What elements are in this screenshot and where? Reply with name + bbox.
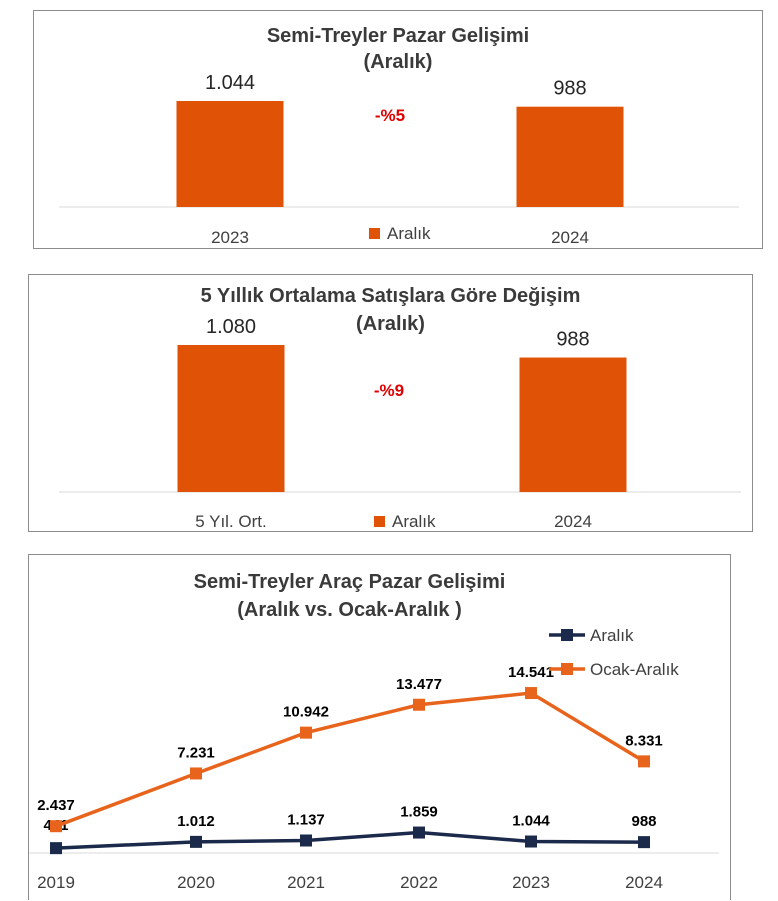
chart-2-plot: 1.080 5 Yıl. Ort. 988 2024 -%9 Aralık bbox=[59, 316, 741, 531]
chart-3-x-tick-2: 2021 bbox=[287, 873, 325, 892]
chart-3-legend-marker-0 bbox=[561, 629, 573, 641]
chart-3-legend-label-1: Ocak-Aralık bbox=[590, 660, 679, 679]
chart-3-data-label-1-3: 13.477 bbox=[396, 676, 442, 693]
chart-3-data-label-0-2: 1.137 bbox=[287, 811, 325, 828]
chart-3-series-line-1 bbox=[55, 691, 645, 828]
chart-3-point-1-4 bbox=[525, 687, 537, 700]
chart-3-x-tick-1: 2020 bbox=[177, 873, 215, 892]
chart-2-legend-swatch bbox=[374, 516, 385, 527]
chart-2-bar-0 bbox=[177, 345, 285, 492]
chart-3-data-label-0-3: 1.859 bbox=[400, 804, 438, 821]
chart-2-change-annotation: -%9 bbox=[374, 381, 404, 400]
chart-1-value-label-0: 1.044 bbox=[205, 72, 255, 94]
chart-2-legend-label: Aralık bbox=[392, 512, 436, 531]
chart-panel-1: Semi-Treyler Pazar Gelişimi (Aralık) 1.0… bbox=[33, 10, 763, 249]
chart-1-value-label-1: 988 bbox=[553, 78, 586, 100]
chart-3-x-tick-5: 2024 bbox=[625, 873, 663, 892]
chart-2-title: 5 Yıllık Ortalama Satışlara Göre Değişim bbox=[200, 285, 581, 307]
chart-3-x-tick-3: 2022 bbox=[400, 873, 438, 892]
chart-3-point-1-1 bbox=[190, 767, 202, 780]
chart-3-plot: 2019202020212022202320244411.0121.1371.8… bbox=[29, 626, 719, 892]
chart-panel-3: Semi-Treyler Araç Pazar Gelişimi (Aralık… bbox=[28, 554, 731, 900]
chart-3-data-label-1-4: 14.541 bbox=[508, 664, 554, 681]
chart-1-legend-label: Aralık bbox=[387, 224, 431, 243]
chart-1-subtitle: (Aralık) bbox=[363, 51, 433, 73]
chart-3-point-1-2 bbox=[300, 726, 312, 739]
chart-3-x-tick-4: 2023 bbox=[512, 873, 550, 892]
chart-3-x-tick-0: 2019 bbox=[37, 873, 75, 892]
chart-3-data-label-1-5: 8.331 bbox=[625, 732, 663, 749]
chart-1-change-annotation: -%5 bbox=[375, 106, 405, 125]
chart-1-title: Semi-Treyler Pazar Gelişimi bbox=[266, 25, 530, 47]
chart-1-legend-swatch bbox=[369, 228, 380, 239]
chart-2-bar-1 bbox=[519, 357, 627, 492]
chart-3-point-0-4 bbox=[525, 835, 537, 848]
chart-3-data-label-0-1: 1.012 bbox=[177, 813, 215, 830]
chart-3-point-0-3 bbox=[413, 826, 425, 839]
chart-3-title: Semi-Treyler Araç Pazar Gelişimi bbox=[193, 571, 506, 593]
chart-3-legend-marker-1 bbox=[561, 663, 573, 675]
chart-3-point-0-2 bbox=[300, 834, 312, 847]
chart-3-point-1-5 bbox=[638, 755, 650, 768]
chart-1-bar-1 bbox=[516, 106, 624, 207]
chart-3-subtitle: (Aralık vs. Ocak-Aralık ) bbox=[237, 599, 462, 621]
chart-3-point-0-0 bbox=[50, 842, 62, 855]
chart-3-data-label-0-4: 1.044 bbox=[512, 813, 550, 830]
chart-1-plot: 1.044 2023 988 2024 -%5 Aralık bbox=[59, 72, 739, 247]
chart-3-legend-label-0: Aralık bbox=[590, 626, 634, 645]
chart-panel-2: 5 Yıllık Ortalama Satışlara Göre Değişim… bbox=[28, 274, 753, 532]
chart-2-value-label-0: 1.080 bbox=[206, 316, 256, 338]
chart-1-category-label-1: 2024 bbox=[551, 228, 589, 247]
chart-2-subtitle: (Aralık) bbox=[356, 313, 425, 335]
chart-3-point-1-3 bbox=[413, 698, 425, 711]
chart-2-value-label-1: 988 bbox=[556, 329, 589, 351]
chart-3-point-0-1 bbox=[190, 835, 202, 848]
chart-3-series-line-0 bbox=[55, 830, 645, 850]
chart-3-data-label-1-1: 7.231 bbox=[177, 744, 215, 761]
chart-1-bar-0 bbox=[176, 101, 284, 207]
chart-3-data-label-1-0: 2.437 bbox=[37, 797, 75, 814]
chart-2-category-label-0: 5 Yıl. Ort. bbox=[195, 512, 267, 531]
chart-1-category-label-0: 2023 bbox=[211, 228, 249, 247]
chart-2-category-label-1: 2024 bbox=[554, 512, 592, 531]
chart-3-point-0-5 bbox=[638, 836, 650, 849]
chart-3-data-label-0-5: 988 bbox=[631, 813, 656, 830]
chart-3-data-label-1-2: 10.942 bbox=[283, 704, 329, 721]
chart-3-point-1-0 bbox=[50, 820, 62, 833]
